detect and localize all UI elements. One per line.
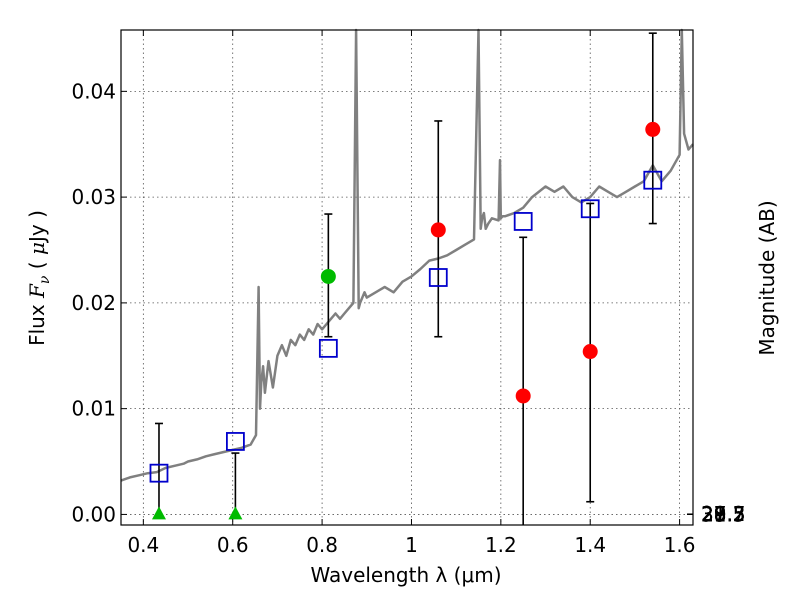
mag-tick-label: 27.5 [701,502,746,526]
axis-ticks [121,30,693,525]
mag-tick-label: 28.5 [701,502,746,526]
measured-points [151,121,661,520]
y-tick-label: 0.02 [71,291,116,315]
model-square [428,268,448,287]
y-label-mu: μ [25,242,49,255]
y-label-unit-open: ( [25,255,49,276]
mag-tick-label: 28.2 [701,502,746,526]
model-square [513,212,533,231]
x-tick-label: 1.6 [664,533,696,557]
upper-limit-marker [151,506,166,520]
y-tick-label: 0.00 [71,502,116,526]
x-tick-label: 1.2 [485,533,517,557]
y-tick-labels: 0.00 0.01 0.02 0.03 0.04 [71,79,116,526]
x-tick-label: 0.4 [127,533,159,557]
mag-tick-label: 31 [701,502,726,526]
flux-point [582,344,598,360]
model-square [225,432,245,451]
model-photometry-markers [149,170,663,483]
y-label-unit-close: Jy ) [25,210,49,244]
upper-limit-marker [228,506,243,520]
flux-point [645,121,661,137]
x-tick-label: 1.4 [574,533,606,557]
mag-tick-label: 30 [701,502,726,526]
x-tick-label: 0.8 [306,533,338,557]
y-axis-label-right: Magnitude (AB) [755,200,779,355]
plot-frame [120,29,694,526]
flux-point [430,222,446,238]
model-square [149,463,169,483]
spectrum-line [120,28,694,482]
y-label-symbol: F [25,283,49,299]
flux-point [515,388,531,404]
mag-tick-label: 28 [701,502,726,526]
x-tick-label: 0.6 [217,533,249,557]
y-axis-label-left: Flux Fν ( μJy ) [25,210,53,346]
mag-tick-label: 27.7 [701,502,746,526]
mag-tick-label: 29.5 [701,502,746,526]
x-tick-label: 1 [405,533,418,557]
model-square [643,170,663,190]
flux-point [320,268,336,284]
y-label-prefix: Flux [25,298,49,346]
model-square [580,199,600,219]
y-tick-label: 0.01 [71,397,116,421]
x-axis-label: Wavelength λ (μm) [310,563,501,587]
mag-tick-label: 29 [701,502,726,526]
grid-lines [121,30,693,525]
y-tick-label: 0.03 [71,185,116,209]
y-tick-label: 0.04 [71,79,116,103]
x-tick-labels: 0.4 0.6 0.8 1 1.2 1.4 1.6 [127,533,695,557]
mag-tick-label: 27.3 [701,502,746,526]
model-square [318,338,338,358]
y-label-subscript: ν [37,275,53,284]
